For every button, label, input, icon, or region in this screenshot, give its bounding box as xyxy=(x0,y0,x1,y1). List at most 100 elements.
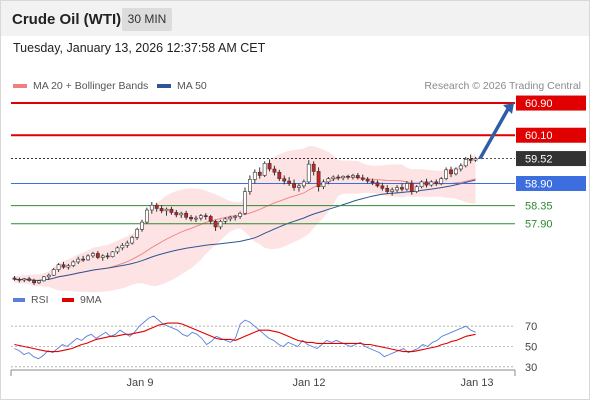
candle-body xyxy=(27,278,32,281)
candle xyxy=(218,219,223,230)
candle-body xyxy=(306,163,311,183)
candle xyxy=(130,235,135,245)
candle xyxy=(41,276,46,282)
candle xyxy=(370,178,375,186)
ma50-line xyxy=(14,179,476,281)
forecast-arrow xyxy=(478,108,510,160)
candle xyxy=(360,174,365,182)
candle-body xyxy=(125,242,130,246)
candle xyxy=(213,219,218,231)
candle-body xyxy=(110,251,115,257)
candle xyxy=(243,187,247,215)
rsi-swatch xyxy=(13,298,25,303)
candle xyxy=(174,210,179,218)
candle-body xyxy=(218,220,223,228)
level-label-59.52: 59.52 xyxy=(525,154,553,166)
candle-body xyxy=(301,181,306,187)
candle xyxy=(37,280,41,285)
candle-body xyxy=(458,165,463,170)
candle xyxy=(262,161,267,178)
x-tick-label: Jan 12 xyxy=(292,377,325,389)
bollinger-band xyxy=(14,146,476,293)
candle-body xyxy=(174,212,179,216)
rsi-tick-70: 70 xyxy=(525,321,537,333)
candle xyxy=(149,201,154,214)
legend-ma50: MA 50 xyxy=(157,80,207,92)
candle-body xyxy=(257,171,262,176)
candle-body xyxy=(135,229,139,238)
candle-body xyxy=(86,255,90,261)
candle xyxy=(169,206,174,215)
ma9-swatch xyxy=(62,298,74,303)
interval-button[interactable]: 30 MIN xyxy=(122,8,172,31)
candle xyxy=(95,251,100,260)
candle-body xyxy=(262,163,267,176)
candle-body xyxy=(41,276,46,282)
candle xyxy=(306,160,311,184)
candle xyxy=(115,246,120,254)
candle-body xyxy=(203,215,208,217)
candle xyxy=(140,219,144,232)
candle xyxy=(144,207,149,224)
candle-body xyxy=(277,171,282,179)
candle xyxy=(198,214,203,221)
candle-body xyxy=(100,255,105,258)
candle xyxy=(27,276,32,282)
candle-body xyxy=(243,191,247,214)
candle xyxy=(203,213,208,220)
candle-body xyxy=(380,185,385,189)
candle xyxy=(159,205,164,214)
candle-body xyxy=(439,178,444,184)
candle xyxy=(458,163,463,172)
candle-body xyxy=(140,221,144,230)
candle-body xyxy=(184,212,189,218)
candle xyxy=(424,178,429,188)
candle-body xyxy=(434,181,439,184)
candle xyxy=(238,211,242,219)
legend-ma20: MA 20 + Bollinger Bands xyxy=(13,80,148,92)
x-tick-label: Jan 13 xyxy=(460,377,493,389)
candle xyxy=(341,175,346,181)
candle-body xyxy=(390,189,395,192)
candle xyxy=(248,175,252,195)
candle-body xyxy=(370,180,375,183)
candle-body xyxy=(71,261,76,266)
candle xyxy=(282,175,287,185)
candle xyxy=(277,169,282,182)
candle-body xyxy=(400,187,404,190)
candle-body xyxy=(17,278,22,281)
candle xyxy=(110,251,115,258)
level-label-58.90: 58.90 xyxy=(525,178,553,190)
candle-body xyxy=(444,169,449,179)
level-tag-58.90 xyxy=(516,175,586,191)
candle xyxy=(385,185,390,194)
candle-body xyxy=(297,185,301,188)
candle xyxy=(301,179,306,189)
candle-body xyxy=(267,163,272,170)
candle-body xyxy=(76,258,81,263)
candle-body xyxy=(454,168,458,175)
candle xyxy=(316,167,321,192)
candle xyxy=(194,215,198,223)
candle-body xyxy=(115,247,120,253)
candle-body xyxy=(194,217,198,220)
candle xyxy=(351,173,355,180)
candle-body xyxy=(169,208,174,213)
candle xyxy=(380,182,385,191)
candle xyxy=(404,181,409,191)
candle-body xyxy=(32,280,36,284)
candle xyxy=(189,214,193,222)
rsi-series-9MA xyxy=(14,322,476,353)
candle xyxy=(32,278,36,285)
candle-body xyxy=(213,220,218,228)
candle-body xyxy=(375,182,380,187)
candle-body xyxy=(468,159,473,161)
candle xyxy=(22,278,27,283)
candle-body xyxy=(248,179,252,192)
candle xyxy=(414,185,419,194)
candle xyxy=(449,166,453,178)
candle xyxy=(81,255,86,262)
candle-body xyxy=(91,253,95,257)
candle xyxy=(252,169,257,184)
